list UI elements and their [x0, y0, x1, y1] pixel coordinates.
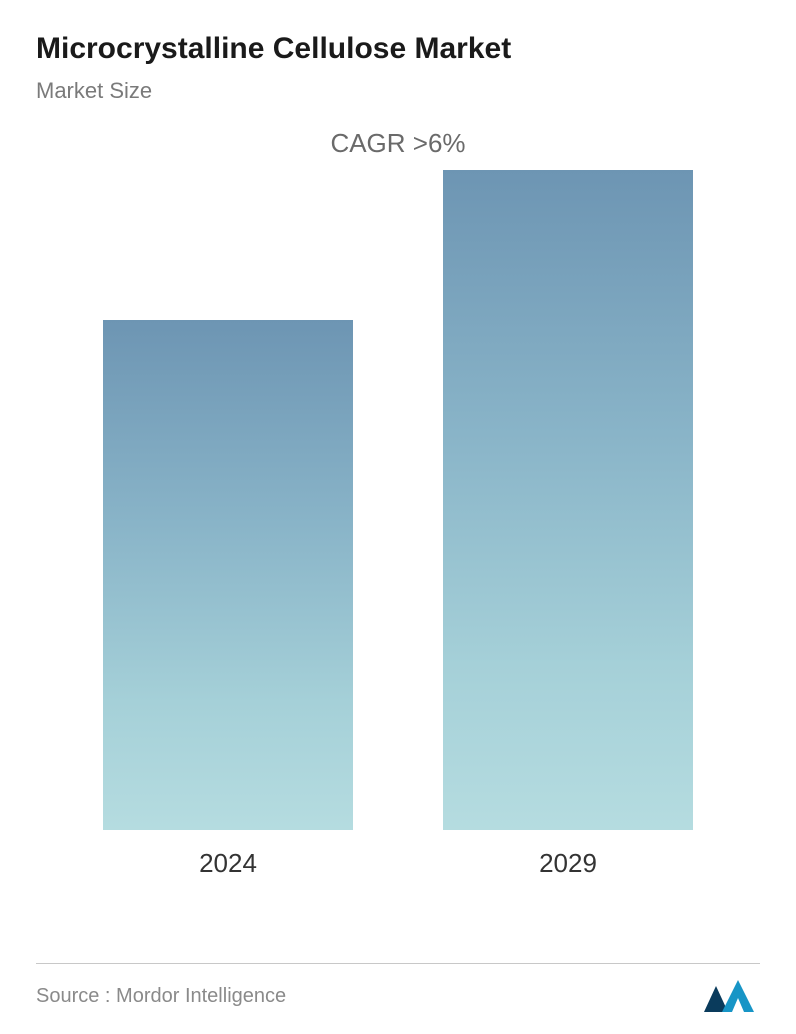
bar-2029	[443, 170, 693, 830]
chart-title: Microcrystalline Cellulose Market	[36, 32, 760, 66]
bar-2024	[103, 320, 353, 830]
source-text: Source : Mordor Intelligence	[36, 985, 286, 1008]
chart-container: Microcrystalline Cellulose Market Market…	[0, 0, 796, 1034]
chart-subtitle: Market Size	[36, 78, 760, 104]
bar-group: 2024	[103, 320, 353, 879]
mordor-logo-icon	[702, 978, 760, 1014]
bar-label: 2024	[199, 848, 257, 879]
cagr-label: CAGR >6%	[36, 128, 760, 159]
bar-group: 2029	[443, 170, 693, 879]
chart-footer: Source : Mordor Intelligence	[36, 963, 760, 1014]
bar-chart: 2024 2029	[36, 199, 760, 879]
bar-label: 2029	[539, 848, 597, 879]
